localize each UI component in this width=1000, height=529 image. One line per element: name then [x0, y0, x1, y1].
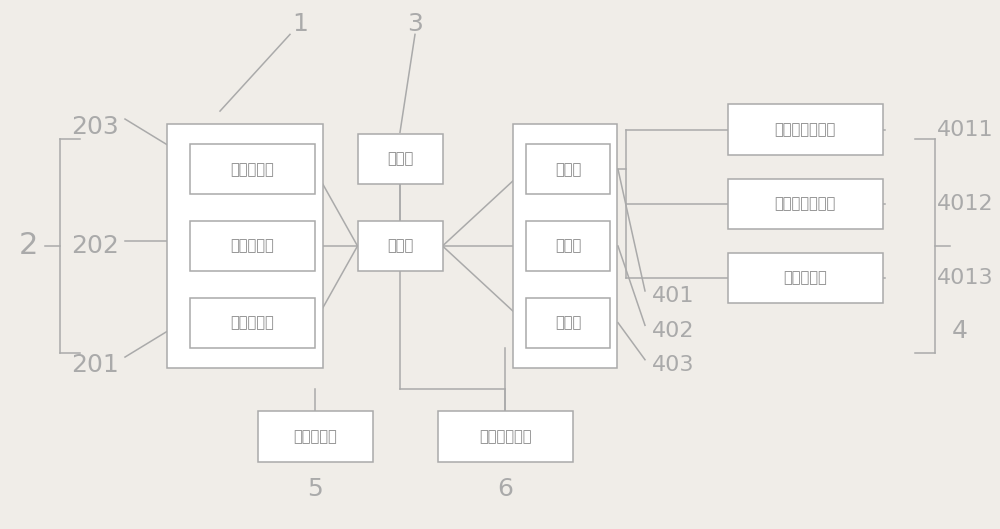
Text: 3: 3 — [407, 12, 423, 36]
FancyBboxPatch shape — [190, 221, 314, 271]
FancyBboxPatch shape — [526, 144, 610, 194]
Text: 电磁阀: 电磁阀 — [555, 315, 581, 330]
Text: 流速检测器: 流速检测器 — [230, 162, 274, 177]
FancyBboxPatch shape — [358, 134, 443, 184]
Text: 1: 1 — [292, 12, 308, 36]
Text: 402: 402 — [652, 321, 694, 341]
Text: 401: 401 — [652, 286, 694, 306]
Text: 4011: 4011 — [937, 120, 993, 140]
Text: 202: 202 — [71, 234, 119, 258]
Text: 4: 4 — [952, 318, 968, 343]
FancyBboxPatch shape — [512, 124, 617, 368]
Text: 4013: 4013 — [937, 268, 993, 288]
Text: 复位时间继电器: 复位时间继电器 — [774, 196, 836, 211]
Text: 6: 6 — [497, 477, 513, 501]
FancyBboxPatch shape — [438, 412, 572, 461]
Text: 操作屏: 操作屏 — [387, 151, 413, 166]
FancyBboxPatch shape — [358, 221, 443, 271]
FancyBboxPatch shape — [728, 253, 883, 303]
Text: 电磁阀控制器: 电磁阀控制器 — [479, 429, 531, 444]
Text: 201: 201 — [71, 353, 119, 377]
FancyBboxPatch shape — [728, 179, 883, 229]
FancyBboxPatch shape — [190, 297, 314, 348]
Text: 4012: 4012 — [937, 194, 993, 214]
FancyBboxPatch shape — [258, 412, 372, 461]
Text: 5: 5 — [307, 477, 323, 501]
FancyBboxPatch shape — [526, 297, 610, 348]
FancyBboxPatch shape — [167, 124, 322, 368]
Text: 温度检测器: 温度检测器 — [230, 315, 274, 330]
Text: 2: 2 — [18, 232, 38, 260]
Text: 记忆时间继电器: 记忆时间继电器 — [774, 122, 836, 137]
Text: 中间继电器: 中间继电器 — [783, 270, 827, 285]
Text: 403: 403 — [652, 355, 694, 375]
FancyBboxPatch shape — [526, 221, 610, 271]
Text: 继电器: 继电器 — [555, 162, 581, 177]
Text: 203: 203 — [71, 115, 119, 139]
Text: 工控机: 工控机 — [387, 239, 413, 253]
FancyBboxPatch shape — [190, 144, 314, 194]
Text: 报警控制器: 报警控制器 — [293, 429, 337, 444]
FancyBboxPatch shape — [728, 105, 883, 154]
Text: 报警灯: 报警灯 — [555, 239, 581, 253]
Text: 压力检测器: 压力检测器 — [230, 239, 274, 253]
